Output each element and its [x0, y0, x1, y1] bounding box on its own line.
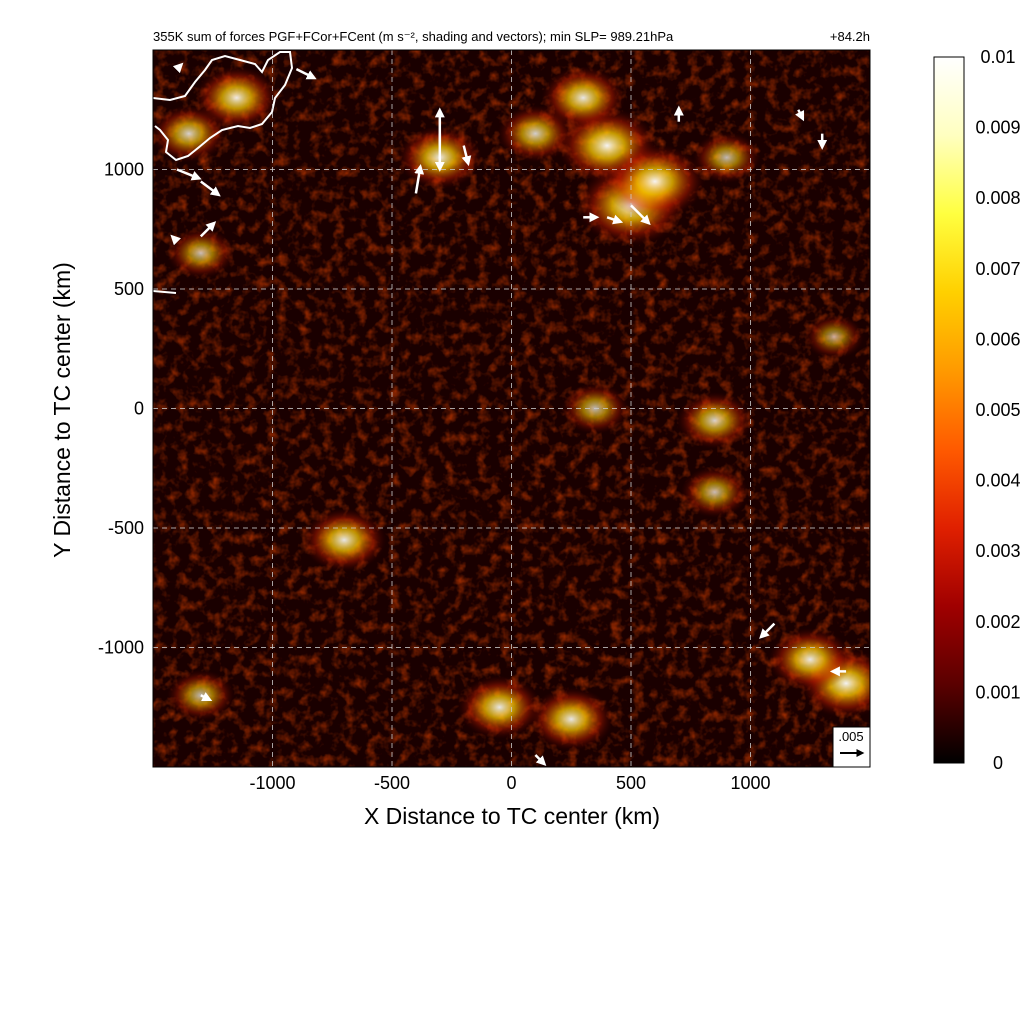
force-vector	[172, 62, 184, 74]
force-vector	[199, 221, 217, 238]
shading-hotspot	[457, 675, 542, 739]
colorbar-tick-label: 0	[993, 753, 1003, 773]
y-tick-labels: -1000 -500 0 500 1000	[98, 160, 144, 658]
shading-hotspot	[497, 105, 574, 163]
shading-hotspot	[302, 508, 387, 572]
colorbar-tick-label: 0.01	[980, 47, 1015, 67]
force-vector	[414, 164, 425, 194]
x-axis-label: X Distance to TC center (km)	[364, 803, 660, 829]
shading-hotspot	[166, 227, 235, 279]
grid-lines	[153, 50, 870, 767]
x-tick-label: 1000	[730, 773, 770, 793]
colorbar-tick-label: 0.007	[975, 259, 1020, 279]
x-tick-label: 500	[616, 773, 646, 793]
reference-vector-box: .005	[832, 726, 871, 768]
x-tick-labels: -1000 -500 0 500 1000	[249, 773, 770, 793]
force-vector	[170, 234, 181, 246]
colorbar-tick-label: 0.004	[975, 471, 1020, 491]
colorbar-tick-label: 0.006	[975, 329, 1020, 349]
coastline-island	[153, 290, 177, 294]
colorbar-tick-label: 0.003	[975, 541, 1020, 561]
force-vector	[606, 214, 624, 225]
force-vector	[534, 754, 547, 766]
colorbar	[933, 56, 965, 764]
y-tick-label: 1000	[104, 160, 144, 180]
x-tick-label: -1000	[249, 773, 295, 793]
x-tick-label: -500	[374, 773, 410, 793]
y-tick-label: -1000	[98, 638, 144, 658]
shading-hotspot	[692, 132, 761, 184]
force-vector	[461, 145, 472, 167]
colorbar-tick-labels: 0 0.001 0.002 0.003 0.004 0.005 0.006 0.007 0.00…	[975, 47, 1020, 773]
chart-title: 355K sum of forces PGF+FCor+FCent (m s⁻²…	[153, 29, 674, 44]
y-axis-label: Y Distance to TC center (km)	[49, 262, 75, 558]
reference-vector-label: .005	[838, 729, 863, 744]
force-vector	[200, 180, 221, 197]
plot-area	[153, 50, 870, 767]
force-vector	[200, 692, 213, 702]
y-tick-label: -500	[108, 518, 144, 538]
shading-hotspot	[676, 391, 753, 449]
force-vector	[795, 109, 805, 122]
y-tick-label: 500	[114, 279, 144, 299]
shading-hotspot	[680, 466, 749, 518]
y-tick-label: 0	[134, 399, 144, 419]
force-vector	[295, 68, 317, 80]
hotspot-layer	[153, 66, 870, 751]
force-vector	[176, 168, 202, 181]
plot-frame	[152, 49, 871, 768]
valid-time-label: +84.2h	[830, 29, 870, 44]
colorbar-tick-label: 0.008	[975, 188, 1020, 208]
colorbar-tick-label: 0.002	[975, 612, 1020, 632]
shading-texture	[153, 50, 870, 767]
colorbar-tick-label: 0.009	[975, 118, 1020, 138]
colorbar-tick-label: 0.005	[975, 400, 1020, 420]
force-vector	[759, 622, 776, 639]
shading-hotspot	[768, 627, 853, 691]
shading-hotspot	[604, 143, 705, 219]
colorbar-tick-label: 0.001	[975, 682, 1020, 702]
shading-hotspot	[153, 105, 227, 163]
force-vectors	[170, 62, 847, 766]
shading-hotspot	[529, 687, 614, 751]
force-vector	[630, 204, 651, 226]
coastline	[153, 51, 294, 162]
x-tick-label: 0	[506, 773, 516, 793]
shading-hotspot	[804, 314, 865, 360]
